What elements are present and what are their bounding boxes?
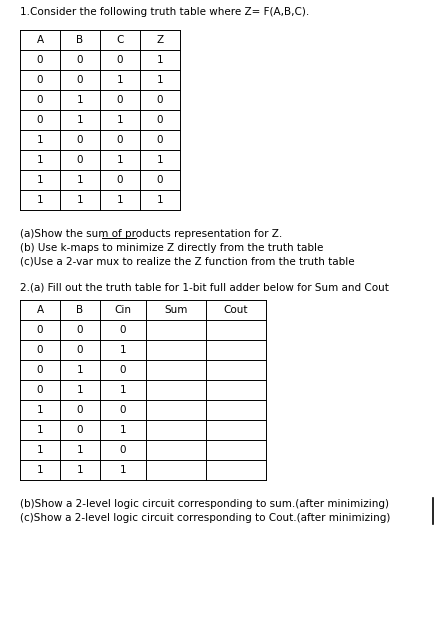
Text: 1: 1 (77, 175, 83, 185)
Text: 1: 1 (117, 115, 123, 125)
Text: 1: 1 (77, 445, 83, 455)
Text: 1: 1 (157, 55, 163, 65)
Text: (c)Show a 2-level logic circuit corresponding to Cout.(after minimizing): (c)Show a 2-level logic circuit correspo… (20, 513, 390, 523)
Text: 0: 0 (37, 75, 43, 85)
Text: 0: 0 (77, 405, 83, 415)
Text: 1: 1 (120, 385, 126, 395)
Text: 0: 0 (37, 385, 43, 395)
Text: 0: 0 (117, 135, 123, 145)
Text: 1: 1 (157, 75, 163, 85)
Text: 0: 0 (157, 115, 163, 125)
Text: 1: 1 (77, 115, 83, 125)
Text: 1: 1 (37, 465, 43, 475)
Text: 1: 1 (117, 195, 123, 205)
Text: 1: 1 (120, 345, 126, 355)
Text: 1: 1 (157, 195, 163, 205)
Text: 0: 0 (37, 115, 43, 125)
Text: A: A (37, 305, 44, 315)
Text: C: C (116, 35, 124, 45)
Text: B: B (77, 305, 84, 315)
Text: 2.(a) Fill out the truth table for 1-bit full adder below for Sum and Cout: 2.(a) Fill out the truth table for 1-bit… (20, 283, 389, 293)
Text: 1: 1 (37, 425, 43, 435)
Text: 0: 0 (157, 135, 163, 145)
Text: Cout: Cout (224, 305, 248, 315)
Text: 1: 1 (120, 425, 126, 435)
Text: 1: 1 (120, 465, 126, 475)
Text: 0: 0 (120, 365, 126, 375)
Text: 0: 0 (120, 405, 126, 415)
Text: (b)Show a 2-level logic circuit corresponding to sum.(after minimizing): (b)Show a 2-level logic circuit correspo… (20, 499, 389, 509)
Text: Sum: Sum (164, 305, 188, 315)
Text: 0: 0 (77, 75, 83, 85)
Text: 1: 1 (37, 175, 43, 185)
Text: 0: 0 (157, 95, 163, 105)
Text: 1: 1 (77, 195, 83, 205)
Text: Z: Z (157, 35, 164, 45)
Text: (b) Use k-maps to minimize Z directly from the truth table: (b) Use k-maps to minimize Z directly fr… (20, 243, 323, 253)
Text: 1: 1 (77, 385, 83, 395)
Text: 1: 1 (37, 155, 43, 165)
Text: 1: 1 (77, 95, 83, 105)
Text: A: A (37, 35, 44, 45)
Text: 1: 1 (37, 135, 43, 145)
Text: 0: 0 (117, 175, 123, 185)
Text: 0: 0 (120, 445, 126, 455)
Text: 0: 0 (77, 55, 83, 65)
Text: B: B (77, 35, 84, 45)
Text: 1: 1 (117, 75, 123, 85)
Text: 1.Consider the following truth table where Z= F(A,B,C).: 1.Consider the following truth table whe… (20, 7, 309, 17)
Text: 1: 1 (117, 155, 123, 165)
Text: 0: 0 (77, 425, 83, 435)
Text: 1: 1 (77, 465, 83, 475)
Text: Cin: Cin (114, 305, 132, 315)
Text: 1: 1 (37, 405, 43, 415)
Text: 1: 1 (37, 195, 43, 205)
Text: 0: 0 (157, 175, 163, 185)
Text: 0: 0 (77, 155, 83, 165)
Text: 0: 0 (77, 345, 83, 355)
Text: (a)Show the sum of products representation for Z.: (a)Show the sum of products representati… (20, 229, 282, 239)
Text: 1: 1 (157, 155, 163, 165)
Text: 0: 0 (77, 325, 83, 335)
Text: 0: 0 (117, 95, 123, 105)
Text: 0: 0 (37, 95, 43, 105)
Text: 0: 0 (37, 345, 43, 355)
Text: 0: 0 (117, 55, 123, 65)
Text: 0: 0 (37, 55, 43, 65)
Text: (c)Use a 2-var mux to realize the Z function from the truth table: (c)Use a 2-var mux to realize the Z func… (20, 257, 355, 267)
Text: 0: 0 (37, 325, 43, 335)
Text: 1: 1 (37, 445, 43, 455)
Text: 0: 0 (77, 135, 83, 145)
Text: 0: 0 (120, 325, 126, 335)
Text: 0: 0 (37, 365, 43, 375)
Text: 1: 1 (77, 365, 83, 375)
